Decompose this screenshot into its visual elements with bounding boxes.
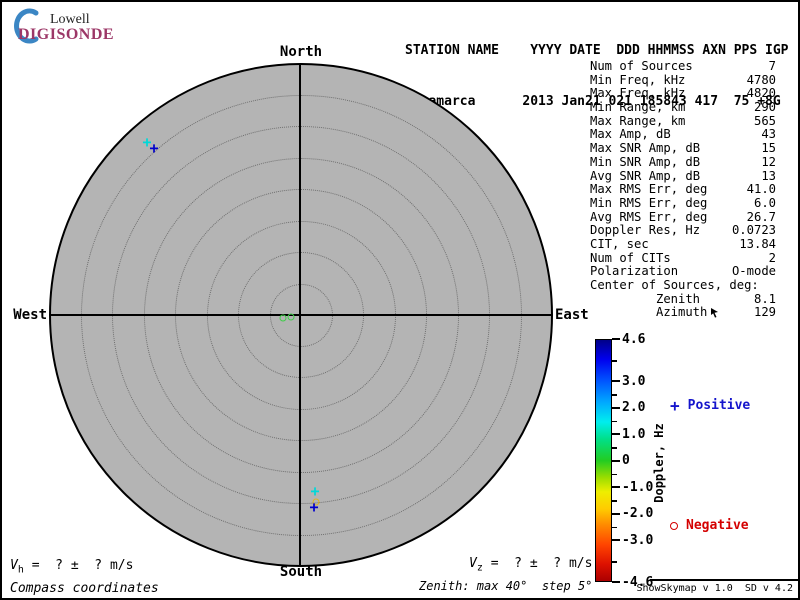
logo-lowell-text: Lowell [50, 12, 90, 27]
station-header-columns: STATION NAME YYYY DATE DDD HHMMSS AXN PP… [405, 43, 789, 58]
colorbar-minor-tick [612, 526, 617, 528]
stat-row: Max Amp, dB 43 [590, 127, 776, 142]
colorbar-minor-tick [612, 473, 617, 475]
stat-row: Avg SNR Amp, dB 13 [590, 168, 776, 183]
colorbar-minor-tick [612, 447, 617, 449]
source-marker-negative [287, 313, 295, 321]
compass-label-east: East [555, 307, 589, 323]
stat-row: Azimuth 129 [656, 305, 776, 320]
crescent-icon [14, 8, 39, 44]
colorbar-minor-tick [612, 394, 617, 396]
version-text: ShowSkymap v 1.0 SD v 4.2 [636, 583, 793, 594]
footer-separator-line [650, 579, 798, 581]
source-marker-negative [279, 314, 287, 322]
stat-row: Avg RMS Err, deg 26.7 [590, 209, 776, 224]
compass-label-south: South [279, 564, 323, 580]
negative-marker-icon [670, 521, 678, 530]
compass-label-west: West [13, 307, 47, 323]
east-west-axis [50, 314, 552, 316]
stat-row: Polarization O-mode [590, 264, 776, 279]
source-marker-positive: + [149, 139, 159, 157]
stat-row: Num of CITs 2 [590, 250, 776, 265]
stat-row: Zenith 8.1 [656, 291, 776, 306]
stat-row: Num of Sources 7 [590, 59, 776, 73]
compass-label-north: North [279, 44, 323, 60]
colorbar-minor-tick [612, 561, 617, 563]
stat-row: Min RMS Err, deg 6.0 [590, 195, 776, 210]
colorbar-axis-title: Doppler, Hz [652, 423, 666, 503]
stats-panel: Num of Sources 7 Min Freq, kHz 4780 Max Fr… [590, 59, 776, 320]
stat-row: Min SNR Amp, dB 12 [590, 154, 776, 169]
stat-row: Min Freq, kHz 4780 [590, 72, 776, 87]
colorbar-minor-tick [612, 500, 617, 502]
mouse-cursor-icon [711, 308, 719, 318]
stat-row: CIT, sec 13.84 [590, 236, 776, 251]
source-marker-positive: + [309, 498, 319, 516]
coordinates-note: Compass coordinates [10, 581, 159, 596]
station-header: STATION NAME YYYY DATE DDD HHMMSS AXN PP… [405, 8, 789, 144]
source-marker-positive: + [310, 482, 320, 500]
zenith-range-note: Zenith: max 40° step 5° [419, 579, 593, 593]
legend-positive: + Positive [670, 395, 751, 415]
stat-row: Max Freq, kHz 4820 [590, 86, 776, 101]
vh-readout: Vh = ? ± ? m/s [10, 558, 134, 576]
legend-negative: Negative [670, 518, 749, 533]
stat-row: Min Range, km 290 [590, 100, 776, 115]
source-marker-negative [312, 498, 320, 506]
colorbar-minor-tick [612, 420, 617, 422]
stat-row: Doppler Res, Hz 0.0723 [590, 223, 776, 238]
stat-row: Max Range, km 565 [590, 113, 776, 128]
stat-row: Center of Sources, deg: [590, 278, 759, 292]
doppler-colorbar [595, 339, 612, 582]
positive-marker-icon: + [670, 395, 680, 415]
colorbar-minor-tick [612, 360, 617, 362]
vz-readout: Vz = ? ± ? m/s [469, 556, 593, 574]
source-marker-positive: + [142, 133, 152, 151]
logo-digisonde-text: DIGISONDE [18, 26, 115, 43]
lowell-digisonde-logo: Lowell DIGISONDE [10, 7, 120, 47]
stat-row: Max RMS Err, deg 41.0 [590, 182, 776, 197]
stat-row: Max SNR Amp, dB 15 [590, 141, 776, 156]
